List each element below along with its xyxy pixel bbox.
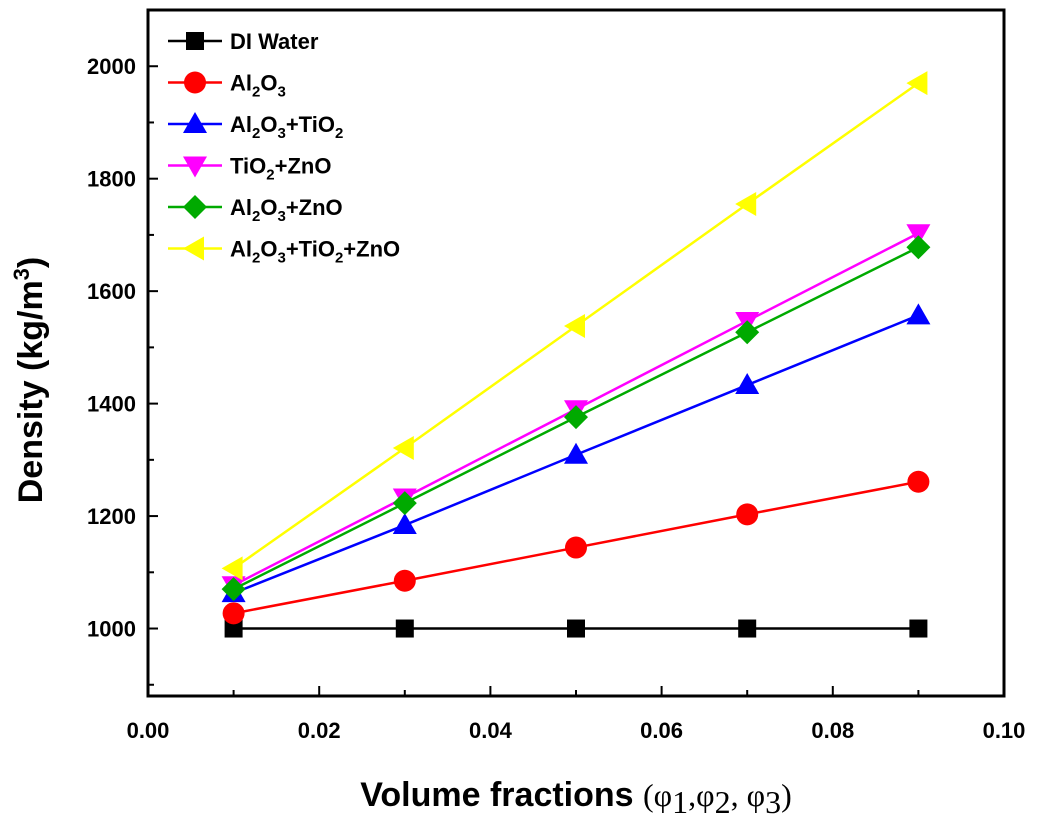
data-point	[224, 619, 243, 638]
data-point	[906, 71, 928, 96]
data-point	[736, 503, 759, 526]
y-tick-label: 1200	[87, 504, 136, 529]
data-point	[564, 314, 585, 339]
y-tick-label: 1400	[87, 392, 136, 417]
data-point	[395, 619, 414, 638]
legend-label: TiO2+ZnO	[230, 154, 331, 184]
legend-label: DI Water	[230, 29, 319, 54]
legend-marker	[183, 236, 204, 261]
y-tick-label: 1600	[87, 279, 136, 304]
data-point	[567, 619, 585, 638]
data-point	[565, 536, 587, 559]
series-markers	[221, 71, 931, 638]
x-tick-label: 0.10	[983, 718, 1026, 743]
legend-label: Al2O3+TiO2+ZnO	[230, 237, 400, 267]
data-point	[906, 235, 931, 260]
legend-item: TiO2+ZnO	[168, 154, 331, 184]
data-point	[564, 442, 588, 464]
data-point	[221, 577, 246, 602]
data-point	[392, 513, 417, 535]
x-axis: 0.00 0.02 0.04 0.06 0.08 0.10	[127, 686, 1026, 743]
legend-label: Al2O3+ZnO	[230, 195, 343, 225]
legend-label: Al2O3	[230, 71, 286, 101]
data-point	[222, 602, 245, 625]
y-axis-title: Density (kg/m3)	[9, 257, 50, 504]
data-point	[392, 436, 414, 461]
y-axis: 1000 1200 1400 1600 1800 2000	[87, 9, 158, 686]
x-tick-label: 0.04	[469, 718, 513, 743]
data-point	[907, 470, 930, 493]
legend-marker	[186, 32, 204, 50]
data-point	[735, 191, 757, 216]
y-tick-label: 1800	[87, 167, 136, 192]
legend-item: Al2O3+TiO2	[168, 112, 343, 142]
legend-item: DI Water	[168, 29, 319, 54]
data-point	[909, 619, 928, 638]
data-point	[735, 320, 760, 345]
legend-marker	[183, 195, 207, 219]
x-tick-label: 0.02	[298, 718, 341, 743]
legend-label: Al2O3+TiO2	[230, 112, 343, 142]
data-point	[906, 303, 931, 325]
legend-marker	[184, 71, 206, 94]
y-tick-label: 1000	[87, 617, 136, 642]
x-axis-title: Volume fractions (φ1,φ2, φ3)	[360, 776, 791, 820]
data-point	[392, 491, 417, 516]
x-tick-label: 0.00	[127, 718, 170, 743]
x-tick-label: 0.08	[811, 718, 854, 743]
legend: DI Water Al2O3 Al2O3+TiO2 TiO2+ZnO Al2O3+ZnO…	[168, 29, 400, 267]
legend-item: Al2O3	[168, 71, 286, 101]
y-tick-label: 2000	[87, 54, 136, 79]
data-point	[393, 569, 416, 592]
data-point	[906, 224, 931, 246]
data-point	[221, 556, 243, 581]
legend-marker	[183, 112, 207, 133]
data-point	[738, 619, 757, 638]
legend-item: Al2O3+TiO2+ZnO	[168, 236, 400, 267]
data-point	[564, 405, 588, 430]
legend-marker	[183, 156, 207, 178]
legend-item: Al2O3+ZnO	[168, 195, 343, 225]
data-point	[735, 373, 760, 395]
x-tick-label: 0.06	[640, 718, 683, 743]
